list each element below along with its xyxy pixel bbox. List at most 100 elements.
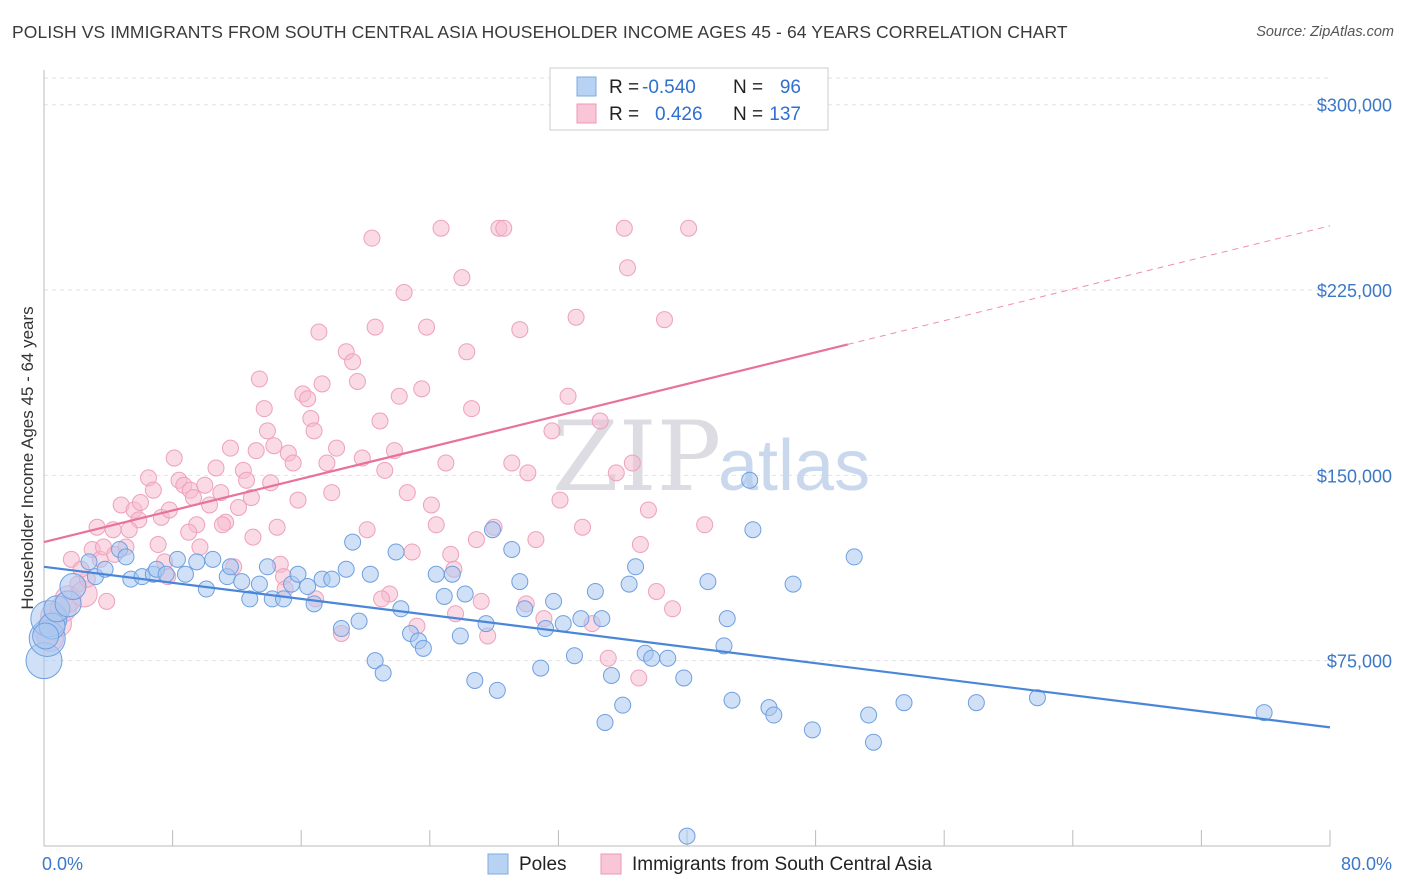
immigrants-point [310,323,328,341]
immigrants-point [398,484,416,502]
immigrants-point [344,353,362,371]
immigrants-point [120,521,138,539]
poles-point [803,721,821,739]
poles-point [387,543,405,561]
poles-point [80,553,98,571]
legend-r-value-immigrants: 0.426 [655,104,703,125]
immigrants-point [373,590,391,608]
poles-point [1255,704,1273,722]
immigrants-point [318,454,336,472]
poles-point [443,565,461,583]
poles-point [659,649,677,667]
immigrants-point [213,516,231,534]
immigrants-point [313,375,331,393]
immigrants-point [149,536,167,554]
poles-point [784,575,802,593]
bottom-legend-label-poles: Poles [519,854,567,875]
immigrants-point [180,523,198,541]
poles-point [593,610,611,628]
immigrants-point [458,343,476,361]
legend-swatch-poles [576,76,597,97]
poles-point [483,521,501,539]
immigrants-point [328,439,346,457]
immigrants-point [144,481,162,499]
poles-point [596,713,614,731]
immigrants-point [503,454,521,472]
poles-point [627,558,645,576]
poles-point [545,592,563,610]
poles-point [435,587,453,605]
poles-point [451,627,469,645]
bottom-legend-swatch-poles [487,853,509,875]
poles-point [366,652,384,670]
poles-point [197,580,215,598]
poles-point [221,558,239,576]
immigrants-point [607,464,625,482]
immigrants-point [427,516,445,534]
immigrants-point [559,387,577,405]
poles-point [204,550,222,568]
immigrants-trend-extension [847,225,1331,345]
immigrants-point [495,219,513,237]
immigrants-point [358,521,376,539]
immigrants-point [591,412,609,430]
poles-point [718,610,736,628]
poles-point [275,590,293,608]
correlation-legend: R = -0.540 N = 96 R = 0.426 N = 137 [549,67,829,131]
immigrants-point [463,400,481,418]
series-legend: Poles Immigrants from South Central Asia [487,853,932,875]
y-tick-label: $150,000 [1317,466,1392,486]
immigrants-point [230,498,248,516]
poles-point [765,706,783,724]
poles-point [241,590,259,608]
poles-point [845,548,863,566]
immigrants-point [238,471,256,489]
immigrants-point [432,219,450,237]
poles-point [895,694,913,712]
immigrants-point [551,491,569,509]
poles-point [337,560,355,578]
bottom-legend-swatch-immigrants [600,853,622,875]
poles-point [323,570,341,588]
immigrants-point [467,531,485,549]
immigrants-point [696,516,714,534]
poles-point [392,600,410,618]
y-tick-labels: $75,000 $150,000 $225,000 $300,000 [1317,96,1392,672]
immigrants-point [371,412,389,430]
immigrants-point [191,538,209,556]
poles-point [305,595,323,613]
poles-point [466,671,484,689]
immigrants-point [639,501,657,519]
immigrants-point [376,461,394,479]
poles-point [332,620,350,638]
immigrants-point [680,219,698,237]
legend-n-value-immigrants: 137 [769,104,801,125]
immigrants-point [366,318,384,336]
immigrants-point [655,311,673,329]
poles-point [361,565,379,583]
immigrants-point [543,422,561,440]
immigrants-point [299,390,317,408]
poles-point [620,575,638,593]
immigrants-point [250,370,268,388]
poles-point [157,565,175,583]
y-tick-label: $225,000 [1317,281,1392,301]
poles-point [699,573,717,591]
immigrants-point [258,422,276,440]
poles-point [427,565,445,583]
immigrants-point [630,669,648,687]
poles-point [675,669,693,687]
poles-point [554,615,572,633]
immigrants-point [390,387,408,405]
poles-point [299,578,317,596]
immigrants-point [305,422,323,440]
poles-point [715,637,733,655]
y-tick-label: $300,000 [1317,96,1392,116]
poles-point [250,575,268,593]
legend-r-value-poles: -0.540 [642,77,696,98]
poles-point [233,573,251,591]
immigrants-point [418,318,436,336]
poles-point [1028,689,1046,707]
immigrants-point [284,454,302,472]
poles-point [860,706,878,724]
